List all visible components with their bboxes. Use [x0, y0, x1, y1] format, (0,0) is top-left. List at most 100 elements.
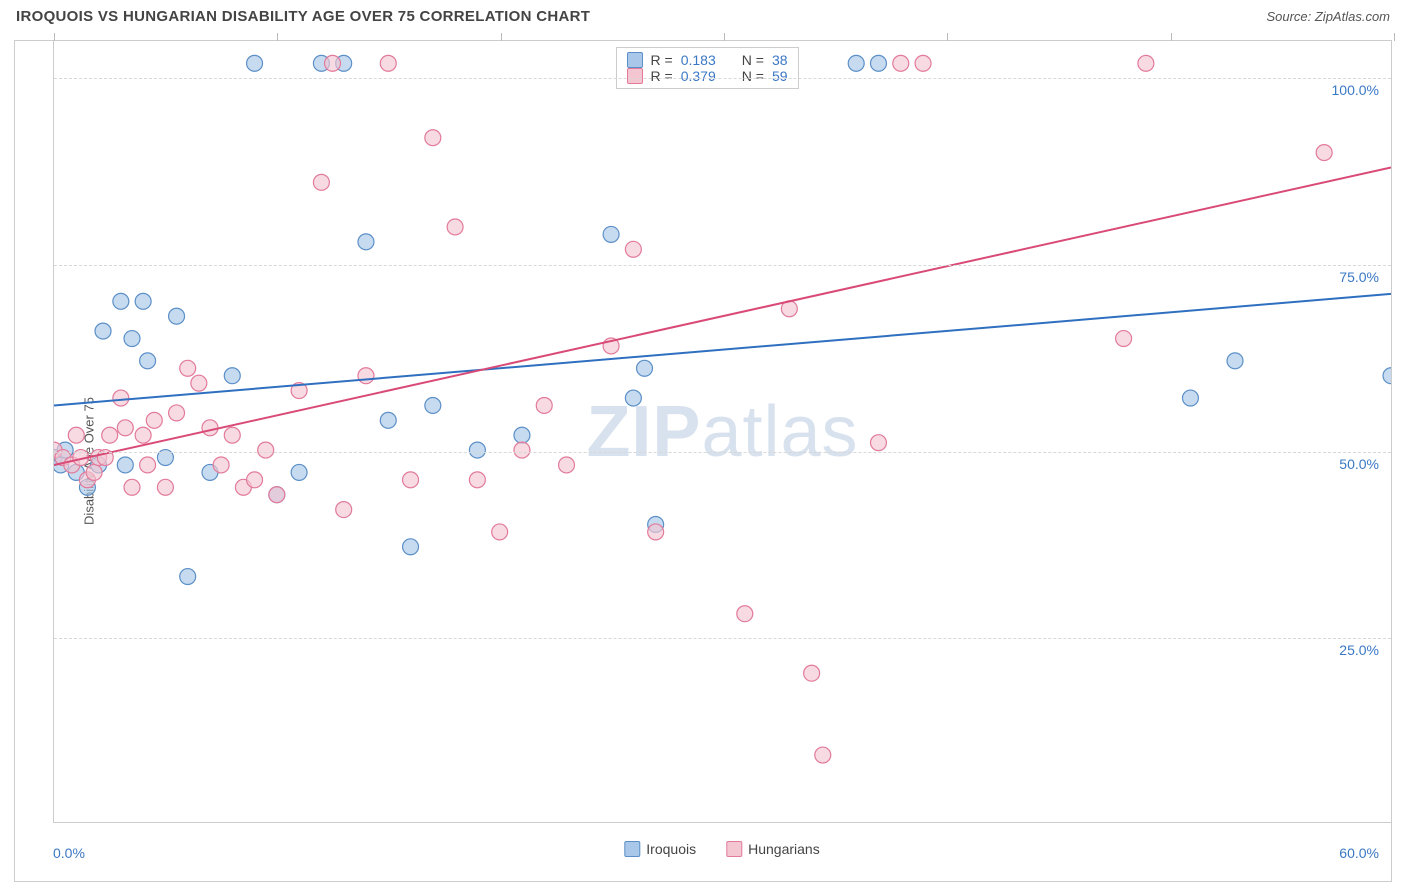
- data-point: [625, 390, 641, 406]
- data-point: [140, 353, 156, 369]
- data-point: [113, 390, 129, 406]
- data-point: [247, 472, 263, 488]
- regression-line: [54, 294, 1391, 406]
- data-point: [140, 457, 156, 473]
- n-value: 38: [772, 52, 788, 68]
- x-tick: [501, 33, 502, 41]
- data-point: [1138, 55, 1154, 71]
- data-point: [893, 55, 909, 71]
- y-tick-label: 50.0%: [1339, 456, 1379, 472]
- data-point: [469, 472, 485, 488]
- correlation-legend-row: R =0.379N =59: [627, 68, 788, 84]
- legend-swatch: [627, 68, 643, 84]
- data-point: [648, 524, 664, 540]
- n-label: N =: [742, 52, 764, 68]
- data-point: [169, 405, 185, 421]
- gridline: [54, 78, 1391, 79]
- r-label: R =: [651, 52, 673, 68]
- correlation-legend-row: R = 0.183 N = 38: [627, 52, 788, 68]
- data-point: [637, 360, 653, 376]
- data-point: [358, 368, 374, 384]
- data-point: [313, 174, 329, 190]
- legend-swatch: [726, 841, 742, 857]
- y-tick-label: 100.0%: [1332, 82, 1379, 98]
- data-point: [117, 457, 133, 473]
- legend-label: Hungarians: [748, 841, 820, 857]
- x-tick: [1171, 33, 1172, 41]
- data-point: [536, 397, 552, 413]
- data-point: [224, 427, 240, 443]
- data-point: [492, 524, 508, 540]
- data-point: [102, 427, 118, 443]
- x-max-label: 60.0%: [1339, 845, 1379, 861]
- series-legend: Iroquois Hungarians: [624, 841, 819, 857]
- data-point: [336, 502, 352, 518]
- data-point: [1316, 145, 1332, 161]
- gridline: [54, 452, 1391, 453]
- data-point: [469, 442, 485, 458]
- data-point: [117, 420, 133, 436]
- legend-swatch: [624, 841, 640, 857]
- data-point: [113, 293, 129, 309]
- data-point: [514, 427, 530, 443]
- source-label: Source: ZipAtlas.com: [1266, 9, 1390, 24]
- legend-item: Iroquois: [624, 841, 696, 857]
- data-point: [124, 479, 140, 495]
- data-point: [871, 55, 887, 71]
- data-point: [68, 427, 84, 443]
- data-point: [804, 665, 820, 681]
- data-point: [848, 55, 864, 71]
- data-point: [447, 219, 463, 235]
- data-point: [358, 234, 374, 250]
- n-value: 59: [772, 68, 788, 84]
- data-point: [425, 130, 441, 146]
- data-point: [247, 55, 263, 71]
- data-point: [871, 435, 887, 451]
- data-point: [180, 569, 196, 585]
- x-tick: [1394, 33, 1395, 41]
- scatter-svg: [54, 41, 1391, 822]
- data-point: [915, 55, 931, 71]
- data-point: [1116, 331, 1132, 347]
- data-point: [380, 412, 396, 428]
- data-point: [815, 747, 831, 763]
- legend-label: Iroquois: [646, 841, 696, 857]
- data-point: [291, 464, 307, 480]
- data-point: [325, 55, 341, 71]
- data-point: [191, 375, 207, 391]
- data-point: [180, 360, 196, 376]
- data-point: [213, 457, 229, 473]
- data-point: [603, 226, 619, 242]
- data-point: [403, 539, 419, 555]
- data-point: [146, 412, 162, 428]
- data-point: [135, 427, 151, 443]
- data-point: [169, 308, 185, 324]
- data-point: [135, 293, 151, 309]
- correlation-legend: R =0.183N =38R =0.379N =59: [616, 47, 799, 89]
- y-tick-label: 25.0%: [1339, 642, 1379, 658]
- data-point: [224, 368, 240, 384]
- data-point: [559, 457, 575, 473]
- legend-swatch: [627, 52, 643, 68]
- data-point: [1383, 368, 1391, 384]
- data-point: [737, 606, 753, 622]
- plot-area: ZIPatlas R =0.183N =38R =0.379N =59 25.0…: [53, 41, 1391, 823]
- data-point: [258, 442, 274, 458]
- x-tick: [54, 33, 55, 41]
- data-point: [380, 55, 396, 71]
- x-min-label: 0.0%: [53, 845, 85, 861]
- x-tick: [947, 33, 948, 41]
- n-label: N =: [742, 68, 764, 84]
- gridline: [54, 638, 1391, 639]
- chart-title: IROQUOIS VS HUNGARIAN DISABILITY AGE OVE…: [16, 8, 590, 25]
- data-point: [625, 241, 641, 257]
- r-value: 0.183: [681, 52, 716, 68]
- data-point: [1227, 353, 1243, 369]
- data-point: [95, 323, 111, 339]
- data-point: [124, 331, 140, 347]
- data-point: [403, 472, 419, 488]
- x-axis-area: 0.0% 60.0% Iroquois Hungarians: [53, 823, 1391, 881]
- r-label: R =: [651, 68, 673, 84]
- data-point: [1182, 390, 1198, 406]
- data-point: [514, 442, 530, 458]
